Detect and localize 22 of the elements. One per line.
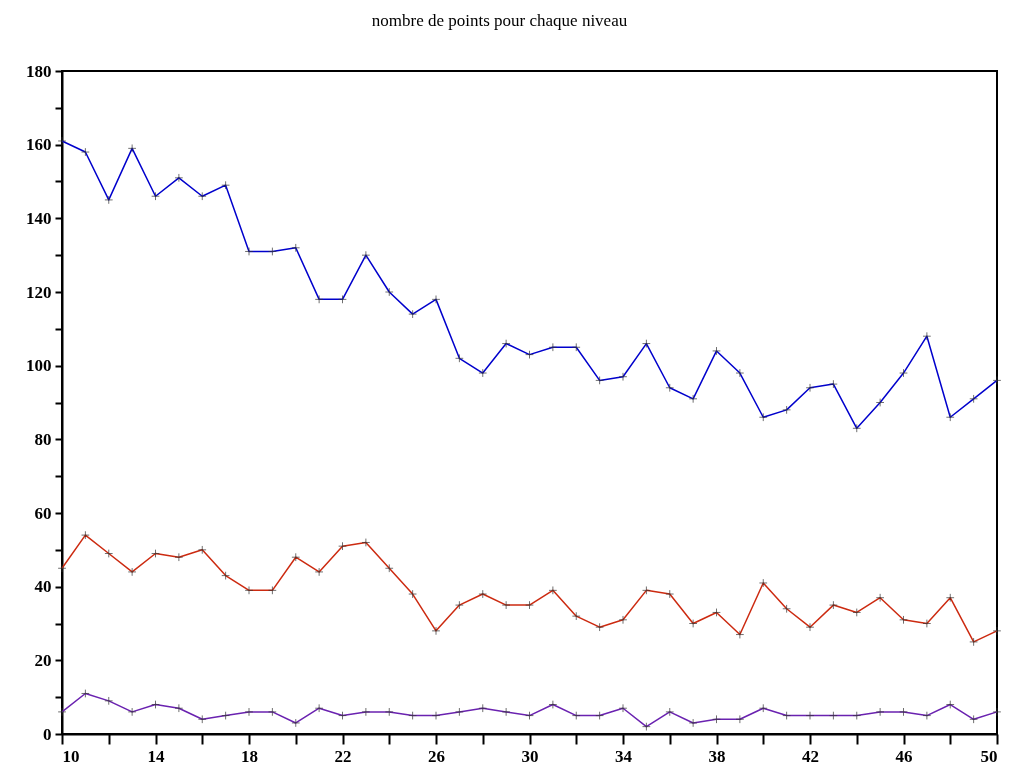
x-tick-label: 22 bbox=[334, 746, 352, 766]
x-tick-label: 46 bbox=[895, 746, 913, 766]
x-tick-label: 10 bbox=[62, 746, 80, 766]
y-tick-label: 0 bbox=[43, 724, 52, 744]
x-tick-label: 30 bbox=[521, 746, 539, 766]
x-tick-label: 42 bbox=[802, 746, 819, 766]
y-tick-label: 160 bbox=[26, 135, 52, 155]
x-tick-label: 18 bbox=[241, 746, 258, 766]
x-tick-label: 14 bbox=[147, 746, 165, 766]
y-tick-label: 140 bbox=[26, 208, 52, 228]
x-tick-label: 50 bbox=[980, 746, 998, 766]
y-tick-label: 100 bbox=[26, 356, 52, 376]
y-tick-label: 20 bbox=[34, 650, 52, 670]
y-tick-label: 40 bbox=[34, 577, 52, 597]
x-tick-label: 34 bbox=[615, 746, 633, 766]
y-tick-label: 60 bbox=[34, 503, 52, 523]
y-tick-label: 180 bbox=[26, 61, 52, 81]
x-tick-label: 26 bbox=[428, 746, 445, 766]
chart-title: nombre de points pour chaque niveau bbox=[371, 11, 628, 30]
x-tick-label: 38 bbox=[708, 746, 726, 766]
y-tick-label: 80 bbox=[34, 429, 52, 449]
y-tick-label: 120 bbox=[26, 282, 52, 302]
